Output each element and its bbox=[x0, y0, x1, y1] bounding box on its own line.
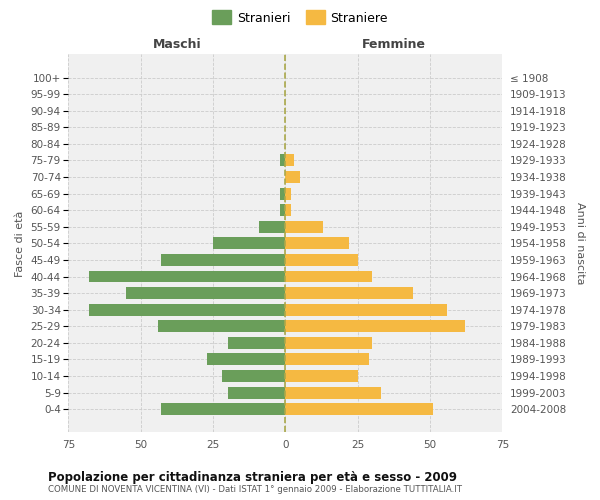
Bar bbox=[286, 304, 448, 316]
Bar bbox=[89, 270, 286, 282]
Bar bbox=[286, 403, 433, 415]
Bar bbox=[286, 221, 323, 232]
Bar bbox=[280, 188, 286, 200]
Bar bbox=[286, 320, 464, 332]
Bar bbox=[286, 287, 413, 299]
Bar bbox=[161, 403, 286, 415]
Bar bbox=[222, 370, 286, 382]
Bar bbox=[286, 337, 372, 349]
Text: Popolazione per cittadinanza straniera per età e sesso - 2009: Popolazione per cittadinanza straniera p… bbox=[48, 471, 457, 484]
Bar bbox=[207, 354, 286, 366]
Bar bbox=[227, 337, 286, 349]
Bar bbox=[286, 354, 369, 366]
Bar bbox=[286, 171, 300, 183]
Bar bbox=[280, 154, 286, 166]
Bar bbox=[286, 204, 291, 216]
Y-axis label: Anni di nascita: Anni di nascita bbox=[575, 202, 585, 284]
Bar bbox=[158, 320, 286, 332]
Bar bbox=[259, 221, 286, 232]
Y-axis label: Fasce di età: Fasce di età bbox=[15, 210, 25, 276]
Bar bbox=[286, 370, 358, 382]
Bar bbox=[286, 154, 294, 166]
Text: Maschi: Maschi bbox=[152, 38, 201, 51]
Bar bbox=[286, 254, 358, 266]
Bar bbox=[126, 287, 286, 299]
Text: Femmine: Femmine bbox=[362, 38, 426, 51]
Bar bbox=[286, 238, 349, 250]
Bar bbox=[213, 238, 286, 250]
Bar bbox=[286, 270, 372, 282]
Bar bbox=[280, 204, 286, 216]
Bar bbox=[286, 188, 291, 200]
Bar bbox=[89, 304, 286, 316]
Legend: Stranieri, Straniere: Stranieri, Straniere bbox=[208, 8, 392, 29]
Bar bbox=[227, 386, 286, 398]
Bar bbox=[286, 386, 381, 398]
Text: COMUNE DI NOVENTA VICENTINA (VI) - Dati ISTAT 1° gennaio 2009 - Elaborazione TUT: COMUNE DI NOVENTA VICENTINA (VI) - Dati … bbox=[48, 485, 462, 494]
Bar bbox=[161, 254, 286, 266]
